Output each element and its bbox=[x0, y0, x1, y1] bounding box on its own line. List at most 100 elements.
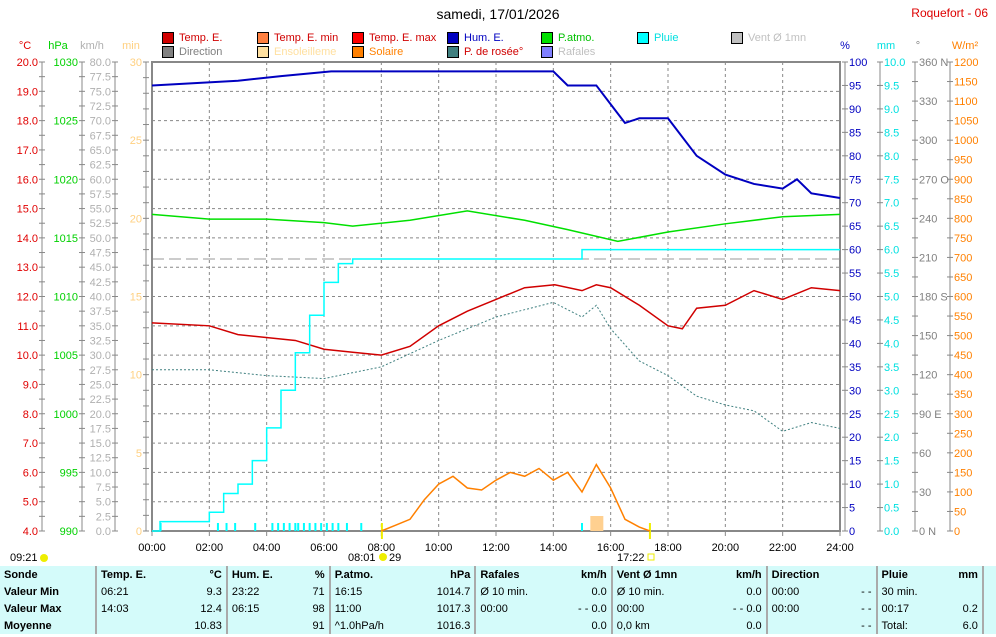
axis-tick-label: 11.0 bbox=[17, 321, 38, 333]
axis-tick-label: 700 bbox=[954, 252, 972, 264]
axis-tick-label: 20.0 bbox=[90, 409, 111, 421]
axis-tick-label: 200 bbox=[954, 448, 972, 460]
table-cell: Pluie bbox=[875, 566, 942, 583]
legend-item: Rafales bbox=[541, 46, 595, 58]
axis-tick-label: 62.5 bbox=[90, 160, 111, 172]
table-cell: 11:00 bbox=[328, 600, 414, 617]
axis-tick-label: 65.0 bbox=[90, 145, 111, 157]
axis-tick-label: 7.5 bbox=[884, 174, 899, 186]
series-solaire bbox=[381, 463, 651, 532]
table-cell: Moyenne bbox=[4, 619, 52, 632]
legend-swatch bbox=[352, 32, 364, 44]
axis-tick-label: 75 bbox=[849, 174, 861, 186]
axis-tick-label: 85 bbox=[849, 127, 861, 139]
table-cell: 00:00 bbox=[765, 600, 849, 617]
axis-tick-label: 27.5 bbox=[90, 365, 111, 377]
axis-tick-label: 210 bbox=[919, 252, 937, 264]
axis-tick-label: 25 bbox=[849, 409, 861, 421]
table-cell: 1016.3 bbox=[436, 619, 471, 632]
table-cell: Direction bbox=[765, 566, 849, 583]
table-cell: 0.2 bbox=[962, 602, 978, 615]
station-name: Roquefort - 06 bbox=[911, 6, 988, 20]
table-row: Sonde Temp. E. °C Hum. E.% P.atmo. hPa Rafales… bbox=[0, 566, 996, 583]
axis-tick-label: 900 bbox=[954, 174, 972, 186]
legend-label: Rafales bbox=[558, 46, 596, 58]
axis-tick-label: 8.0 bbox=[884, 151, 899, 163]
legend-label: Temp. E. max bbox=[369, 32, 437, 44]
x-tick-label: 12:00 bbox=[482, 542, 510, 554]
axis-unit-hum: % bbox=[840, 40, 850, 52]
axis-tick-label: 70 bbox=[849, 198, 861, 210]
axis-tick-label: 15.0 bbox=[17, 204, 38, 216]
axis-tick-label: 800 bbox=[954, 213, 972, 225]
axis-tick-label: 60 bbox=[849, 245, 861, 257]
axis-tick-label: 750 bbox=[954, 233, 972, 245]
axis-tick-label: 270 O bbox=[919, 174, 949, 186]
axis-tick-label: 300 bbox=[954, 409, 972, 421]
table-cell: 0.0 bbox=[591, 619, 607, 632]
axis-tick-label: 6.0 bbox=[23, 467, 38, 479]
axis-unit-temp: °C bbox=[19, 40, 31, 52]
axis-tick-label: 120 bbox=[919, 370, 937, 382]
axis-tick-label: 35 bbox=[849, 362, 861, 374]
axis-tick-label: 12.5 bbox=[90, 453, 111, 465]
axis-tick-label: 52.5 bbox=[90, 218, 111, 230]
table-cell: % bbox=[314, 568, 325, 581]
axis-tick-label: 15 bbox=[849, 456, 861, 468]
table-cell: P.atmo. bbox=[328, 566, 414, 583]
stats-table: Sonde Temp. E. °C Hum. E.% P.atmo. hPa Rafales… bbox=[0, 566, 996, 634]
table-row: Valeur Min 06:21 9.3 23:22 71 16:15 1014.7 Ø 10… bbox=[0, 583, 996, 600]
axis-tick-label: 0 bbox=[954, 526, 960, 538]
table-cell: 23:22 bbox=[225, 583, 299, 600]
axis-tick-label: 1000 bbox=[954, 135, 978, 147]
axis-tick-label: 550 bbox=[954, 311, 972, 323]
table-cell: Total: bbox=[875, 617, 942, 634]
legend-swatch bbox=[541, 46, 553, 58]
axis-tick-label: 350 bbox=[954, 389, 972, 401]
axis-tick-label: 1015 bbox=[54, 233, 78, 245]
axis-tick-label: 15.0 bbox=[90, 438, 111, 450]
legend-item: Temp. E. bbox=[162, 32, 222, 44]
table-cell bbox=[765, 617, 849, 634]
x-tick-label: 08:00 bbox=[368, 542, 396, 554]
table-cell: 06:15 bbox=[225, 600, 299, 617]
axis-tick-label: 450 bbox=[954, 350, 972, 362]
axis-tick-label: 4.0 bbox=[884, 338, 899, 350]
axis-tick-label: 12.0 bbox=[17, 292, 38, 304]
axis-tick-label: 10 bbox=[849, 479, 861, 491]
axis-tick-label: 1020 bbox=[54, 174, 78, 186]
axis-unit-wind: km/h bbox=[80, 40, 104, 52]
axis-tick-label: 60.0 bbox=[90, 174, 111, 186]
axis-tick-label: 300 bbox=[919, 135, 937, 147]
axis-tick-label: 100 bbox=[954, 487, 972, 499]
axis-tick-label: 14.0 bbox=[17, 233, 38, 245]
axis-tick-label: 47.5 bbox=[90, 248, 111, 260]
axis-tick-label: 45.0 bbox=[90, 262, 111, 274]
table-cell: - - bbox=[861, 602, 872, 615]
table-cell: 00:00 bbox=[765, 583, 849, 600]
legend-item: Pluie bbox=[637, 32, 678, 44]
axis-tick-label: 3.5 bbox=[884, 362, 899, 374]
legend-label: P.atmo. bbox=[558, 32, 595, 44]
table-cell: 0.0 bbox=[746, 585, 762, 598]
axis-tick-label: 180 S bbox=[919, 292, 948, 304]
axis-tick-label: 0 N bbox=[919, 526, 936, 538]
axis-tick-label: 17.5 bbox=[90, 423, 111, 435]
table-cell: 0.0 bbox=[746, 619, 762, 632]
table-cell: 00:00 bbox=[610, 600, 713, 617]
axis-unit-solar: W/m² bbox=[952, 40, 979, 52]
legend-item: Ensoleilleme bbox=[257, 46, 336, 58]
x-tick-label: 20:00 bbox=[712, 542, 740, 554]
axis-unit-press: hPa bbox=[48, 40, 68, 52]
axis-tick-label: 6.5 bbox=[884, 221, 899, 233]
axis-tick-label: 4.5 bbox=[884, 315, 899, 327]
axis-tick-label: 6.0 bbox=[884, 245, 899, 257]
axis-tick-label: 3.0 bbox=[884, 385, 899, 397]
axis-tick-label: 650 bbox=[954, 272, 972, 284]
axis-tick-label: 90 bbox=[849, 104, 861, 116]
axis-tick-label: 55 bbox=[849, 268, 861, 280]
x-tick-label: 06:00 bbox=[310, 542, 338, 554]
axis-tick-label: 150 bbox=[954, 467, 972, 479]
x-tick-label: 16:00 bbox=[597, 542, 625, 554]
table-cell: ^1.0hPa/h bbox=[328, 617, 414, 634]
